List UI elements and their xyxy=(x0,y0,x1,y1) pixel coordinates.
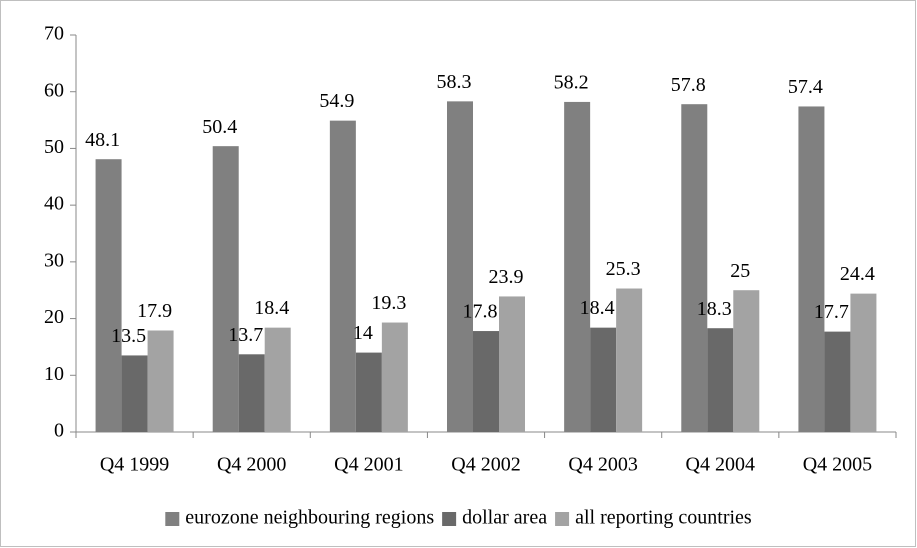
y-tick-label: 20 xyxy=(44,306,64,328)
data-label: 50.4 xyxy=(202,116,237,138)
data-label: 23.9 xyxy=(489,266,524,288)
data-label: 24.4 xyxy=(840,263,875,285)
data-label: 58.3 xyxy=(437,71,472,93)
y-tick-label: 70 xyxy=(44,23,64,45)
bar xyxy=(681,104,708,432)
legend-swatch xyxy=(442,512,457,526)
legend-label: eurozone neighbouring regions xyxy=(185,507,434,529)
y-tick-label: 30 xyxy=(44,249,64,271)
bar xyxy=(798,106,825,433)
x-tick-label: Q4 1999 xyxy=(100,454,169,476)
bar xyxy=(447,101,473,432)
data-label: 58.2 xyxy=(554,72,589,94)
data-label: 48.1 xyxy=(85,129,120,151)
bar xyxy=(707,328,734,432)
x-tick-label: Q4 2002 xyxy=(451,454,520,476)
x-tick-label: Q4 2005 xyxy=(803,454,872,476)
bar xyxy=(212,146,239,432)
data-label: 17.9 xyxy=(137,300,172,322)
bar xyxy=(329,120,356,432)
y-tick-label: 10 xyxy=(44,363,64,385)
y-tick-label: 0 xyxy=(54,420,64,442)
data-label: 57.8 xyxy=(671,74,706,96)
data-label: 18.3 xyxy=(697,298,732,320)
bar xyxy=(564,101,591,433)
x-tick-label: Q4 2003 xyxy=(568,454,637,476)
bar xyxy=(264,327,291,432)
data-label: 13.5 xyxy=(111,325,146,347)
y-tick-label: 60 xyxy=(44,79,64,101)
data-label: 17.8 xyxy=(463,301,498,323)
data-label: 17.7 xyxy=(814,301,849,323)
data-label: 25.3 xyxy=(606,258,641,280)
data-label: 54.9 xyxy=(319,90,354,112)
bar xyxy=(381,322,408,432)
data-label: 57.4 xyxy=(788,76,823,98)
x-tick-label: Q4 2004 xyxy=(686,454,755,476)
legend-label: dollar area xyxy=(462,507,547,529)
data-label: 18.4 xyxy=(580,297,615,319)
bar xyxy=(238,354,265,432)
bar xyxy=(147,330,174,432)
bar xyxy=(590,327,617,432)
data-label: 13.7 xyxy=(228,324,263,346)
data-label: 19.3 xyxy=(371,292,406,314)
data-label: 18.4 xyxy=(254,297,289,319)
data-label: 25 xyxy=(730,260,750,282)
bar xyxy=(733,290,760,432)
bar xyxy=(355,352,382,432)
bar xyxy=(850,293,877,432)
bar xyxy=(616,288,643,432)
bar xyxy=(824,331,851,432)
bar xyxy=(95,159,122,432)
bar xyxy=(499,296,525,432)
data-label: 14 xyxy=(353,322,373,344)
bar xyxy=(121,355,148,432)
legend-swatch xyxy=(165,512,180,526)
y-tick-label: 40 xyxy=(44,193,64,215)
x-tick-label: Q4 2001 xyxy=(334,454,403,476)
legend-label: all reporting countries xyxy=(575,507,752,529)
bar xyxy=(473,331,499,432)
legend-swatch xyxy=(555,512,570,526)
x-tick-label: Q4 2000 xyxy=(217,454,286,476)
y-tick-label: 50 xyxy=(44,136,64,158)
